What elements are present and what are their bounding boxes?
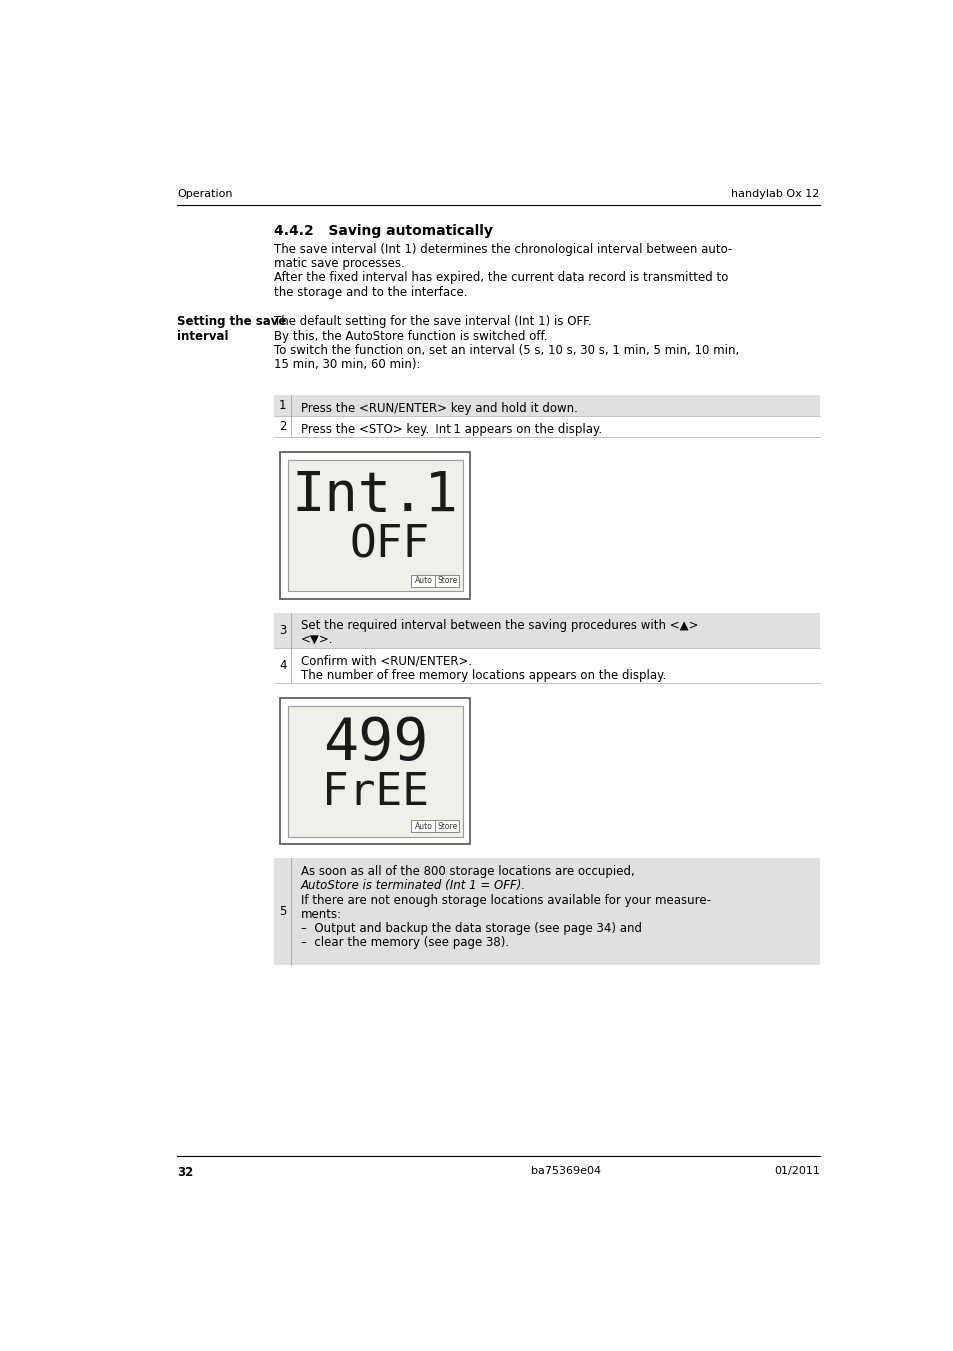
Text: ments:: ments: — [300, 908, 341, 921]
Text: ba75369e04: ba75369e04 — [531, 1166, 600, 1177]
Text: Int.1: Int.1 — [292, 469, 458, 523]
Text: Operation: Operation — [177, 189, 233, 199]
FancyBboxPatch shape — [288, 461, 462, 590]
Text: the storage and to the interface.: the storage and to the interface. — [274, 285, 467, 299]
Text: interval: interval — [177, 330, 229, 343]
FancyBboxPatch shape — [411, 574, 459, 586]
Text: 15 min, 30 min, 60 min):: 15 min, 30 min, 60 min): — [274, 358, 420, 372]
Text: Auto: Auto — [414, 821, 432, 831]
FancyBboxPatch shape — [288, 705, 462, 836]
Text: The default setting for the save interval (Int 1) is OFF.: The default setting for the save interva… — [274, 315, 591, 328]
FancyBboxPatch shape — [274, 612, 819, 647]
Text: To switch the function on, set an interval (5 s, 10 s, 30 s, 1 min, 5 min, 10 mi: To switch the function on, set an interv… — [274, 345, 739, 357]
Text: Confirm with <RUN/ENTER>.: Confirm with <RUN/ENTER>. — [300, 654, 471, 667]
FancyBboxPatch shape — [274, 647, 819, 682]
Text: The save interval (Int 1) determines the chronological interval between auto-: The save interval (Int 1) determines the… — [274, 243, 732, 255]
Text: handylab Ox 12: handylab Ox 12 — [731, 189, 819, 199]
Text: If there are not enough storage locations available for your measure-: If there are not enough storage location… — [300, 893, 710, 907]
Text: OFF: OFF — [349, 523, 429, 566]
Text: AutoStore is terminated (Int 1 = OFF).: AutoStore is terminated (Int 1 = OFF). — [300, 880, 525, 893]
Text: Auto: Auto — [414, 577, 432, 585]
Text: 4.4.2   Saving automatically: 4.4.2 Saving automatically — [274, 224, 493, 238]
FancyBboxPatch shape — [280, 698, 470, 844]
FancyBboxPatch shape — [280, 453, 470, 598]
Text: 4: 4 — [278, 659, 286, 671]
Text: –  clear the memory (see page 38).: – clear the memory (see page 38). — [300, 936, 508, 950]
Text: Set the required interval between the saving procedures with <▲>: Set the required interval between the sa… — [300, 620, 698, 632]
Text: Setting the save: Setting the save — [177, 315, 287, 328]
Text: –  Output and backup the data storage (see page 34) and: – Output and backup the data storage (se… — [300, 923, 641, 935]
Text: By this, the AutoStore function is switched off.: By this, the AutoStore function is switc… — [274, 330, 547, 343]
Text: 1: 1 — [278, 400, 286, 412]
Text: As soon as all of the 800 storage locations are occupied,: As soon as all of the 800 storage locati… — [300, 865, 634, 878]
Text: After the fixed interval has expired, the current data record is transmitted to: After the fixed interval has expired, th… — [274, 272, 728, 285]
Text: The number of free memory locations appears on the display.: The number of free memory locations appe… — [300, 669, 665, 682]
Text: 3: 3 — [279, 624, 286, 636]
Text: FrEE: FrEE — [321, 771, 429, 815]
Text: 499: 499 — [322, 715, 428, 771]
Text: Store: Store — [436, 821, 457, 831]
Text: 01/2011: 01/2011 — [773, 1166, 819, 1177]
Text: <▼>.: <▼>. — [300, 634, 333, 647]
FancyBboxPatch shape — [274, 416, 819, 436]
Text: Store: Store — [436, 577, 457, 585]
FancyBboxPatch shape — [411, 820, 459, 832]
Text: Press the <STO> key.  Int 1 appears on the display.: Press the <STO> key. Int 1 appears on th… — [300, 423, 601, 436]
Text: 2: 2 — [278, 420, 286, 434]
Text: matic save processes.: matic save processes. — [274, 257, 405, 270]
Text: 32: 32 — [177, 1166, 193, 1179]
FancyBboxPatch shape — [274, 858, 819, 965]
Text: 5: 5 — [279, 905, 286, 919]
Text: Press the <RUN/ENTER> key and hold it down.: Press the <RUN/ENTER> key and hold it do… — [300, 403, 577, 415]
FancyBboxPatch shape — [274, 396, 819, 416]
